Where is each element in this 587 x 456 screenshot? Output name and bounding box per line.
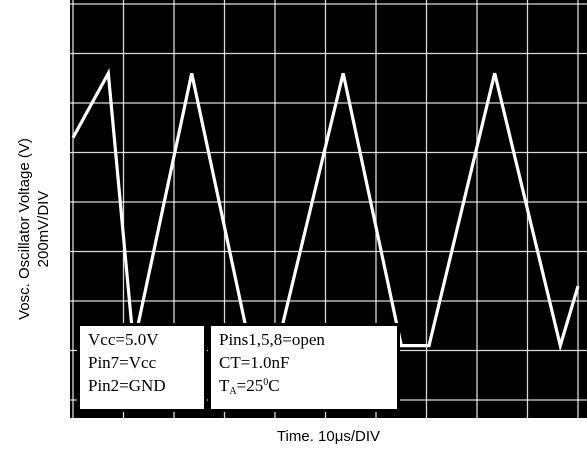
conditions-box-right: Pins1,5,8=open CT=1.0nF TA=250C: [208, 323, 400, 412]
ta-symbol: T: [219, 376, 230, 395]
ta-subscript: A: [229, 386, 237, 397]
degree-superscript: 0: [263, 377, 269, 388]
conditions-box-left: Vcc=5.0V Pin7=Vcc Pin2=GND: [77, 323, 207, 412]
waveform-trace: [71, 67, 580, 352]
x-axis-label: Time. 10μs/DIV: [70, 428, 587, 445]
condition-ta: TA=250C: [219, 374, 389, 397]
condition-ct: CT=1.0nF: [219, 353, 290, 372]
y-axis-scale: 200mV/DIV: [35, 190, 52, 268]
x-axis-suffix: s/DIV: [343, 428, 381, 445]
ta-unit: C: [268, 376, 280, 395]
condition-vcc: Vcc=5.0V: [88, 330, 159, 349]
ta-value: =25: [236, 376, 264, 395]
scope-plot: [70, 0, 587, 418]
condition-pins-open: Pins1,5,8=open: [219, 330, 325, 349]
y-axis-title: Vosc. Oscillator Voltage (V): [16, 138, 33, 320]
x-axis-prefix: Time. 10: [276, 428, 335, 445]
condition-pin2: Pin2=GND: [88, 376, 166, 395]
x-axis-mu: μ: [334, 428, 344, 445]
condition-pin7: Pin7=Vcc: [88, 353, 157, 372]
